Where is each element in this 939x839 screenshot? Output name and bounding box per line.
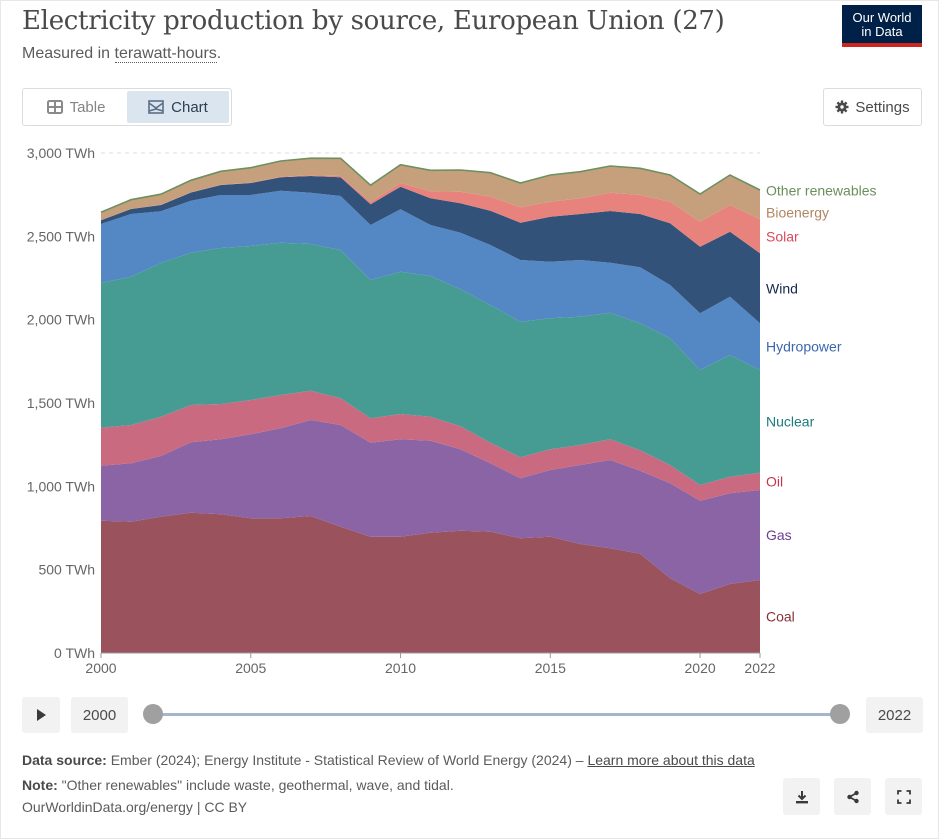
- y-tick-label: 2,000 TWh: [27, 312, 95, 328]
- download-button[interactable]: [783, 778, 820, 815]
- y-tick-label: 3,000 TWh: [27, 145, 95, 161]
- legend-label-coal[interactable]: Coal: [766, 609, 795, 625]
- stacked-area-chart: 0 TWh 500 TWh 1,000 TWh 1,500 TWh 2,000 TWh 2…: [27, 145, 877, 676]
- legend-label-bioenergy[interactable]: Bioenergy: [766, 204, 829, 220]
- x-tick-label: 2005: [235, 660, 266, 676]
- legend-label-solar[interactable]: Solar: [766, 228, 799, 244]
- area-oil[interactable]: [101, 390, 760, 501]
- area-bioenergy[interactable]: [101, 158, 760, 222]
- area-coal[interactable]: [101, 512, 760, 653]
- timeline-end-handle[interactable]: [830, 704, 850, 724]
- legend-label-gas[interactable]: Gas: [766, 527, 792, 543]
- play-button[interactable]: [22, 697, 60, 733]
- area-gas[interactable]: [101, 420, 760, 594]
- settings-label: Settings: [855, 98, 910, 116]
- tab-chart-label: Chart: [171, 98, 208, 116]
- subtitle-suffix: .: [216, 45, 222, 62]
- y-tick-label: 1,000 TWh: [27, 478, 95, 494]
- logo-line-1: Our World: [852, 10, 912, 25]
- download-icon: [795, 790, 808, 803]
- y-tick-label: 0 TWh: [54, 645, 95, 661]
- legend-label-other-renewables[interactable]: Other renewables: [766, 182, 877, 198]
- table-icon: [46, 100, 63, 114]
- legend-label-wind[interactable]: Wind: [766, 280, 798, 296]
- chart-icon: [148, 100, 164, 114]
- share-button[interactable]: [834, 778, 871, 815]
- area-wind[interactable]: [101, 176, 760, 324]
- fullscreen-button[interactable]: [885, 778, 922, 815]
- note: Note: "Other renewables" include waste, …: [22, 777, 454, 793]
- legend-label-nuclear[interactable]: Nuclear: [766, 413, 815, 429]
- tab-table-label: Table: [69, 98, 106, 116]
- logo-line-2: in Data: [861, 24, 903, 39]
- x-tick-label: 2010: [385, 660, 416, 676]
- area-nuclear[interactable]: [101, 242, 760, 485]
- area-hydropower[interactable]: [101, 190, 760, 370]
- other-renewables-line: [100, 157, 761, 214]
- gear-icon: [835, 100, 849, 114]
- note-label: Note:: [22, 777, 58, 793]
- tab-chart[interactable]: Chart: [127, 91, 229, 123]
- play-icon: [37, 709, 46, 721]
- view-tabs: Table Chart: [22, 88, 232, 126]
- settings-button[interactable]: Settings: [823, 88, 922, 126]
- share-icon: [846, 790, 859, 803]
- owid-logo[interactable]: Our World in Data: [842, 5, 922, 47]
- legend-label-oil[interactable]: Oil: [766, 473, 783, 489]
- y-tick-label: 2,500 TWh: [27, 228, 95, 244]
- source-text: Ember (2024); Energy Institute - Statist…: [106, 752, 588, 768]
- x-tick-label: 2020: [685, 660, 716, 676]
- x-tick-label: 2015: [535, 660, 566, 676]
- tab-table[interactable]: Table: [25, 91, 127, 123]
- legend-label-hydropower[interactable]: Hydropower: [766, 339, 842, 355]
- subtitle-prefix: Measured in: [22, 45, 115, 62]
- page-title: Electricity production by source, Europe…: [22, 6, 725, 36]
- subtitle: Measured in terawatt-hours.: [22, 45, 221, 63]
- unit-link[interactable]: terawatt-hours: [114, 45, 217, 63]
- credit-line[interactable]: OurWorldinData.org/energy | CC BY: [22, 799, 248, 815]
- x-tick-label: 2022: [744, 660, 775, 676]
- timeline-start-handle[interactable]: [143, 704, 163, 724]
- y-tick-label: 500 TWh: [38, 562, 95, 578]
- x-tick-label: 2000: [85, 660, 116, 676]
- learn-more-link[interactable]: Learn more about this data: [587, 752, 755, 768]
- end-year-button[interactable]: 2022: [866, 697, 923, 733]
- source-label: Data source:: [22, 752, 107, 768]
- timeline-track[interactable]: [160, 713, 840, 716]
- fullscreen-icon: [896, 789, 911, 804]
- y-tick-label: 1,500 TWh: [27, 395, 95, 411]
- start-year-button[interactable]: 2000: [71, 697, 128, 733]
- note-text: "Other renewables" include waste, geothe…: [57, 777, 454, 793]
- data-source: Data source: Ember (2024); Energy Instit…: [22, 752, 755, 768]
